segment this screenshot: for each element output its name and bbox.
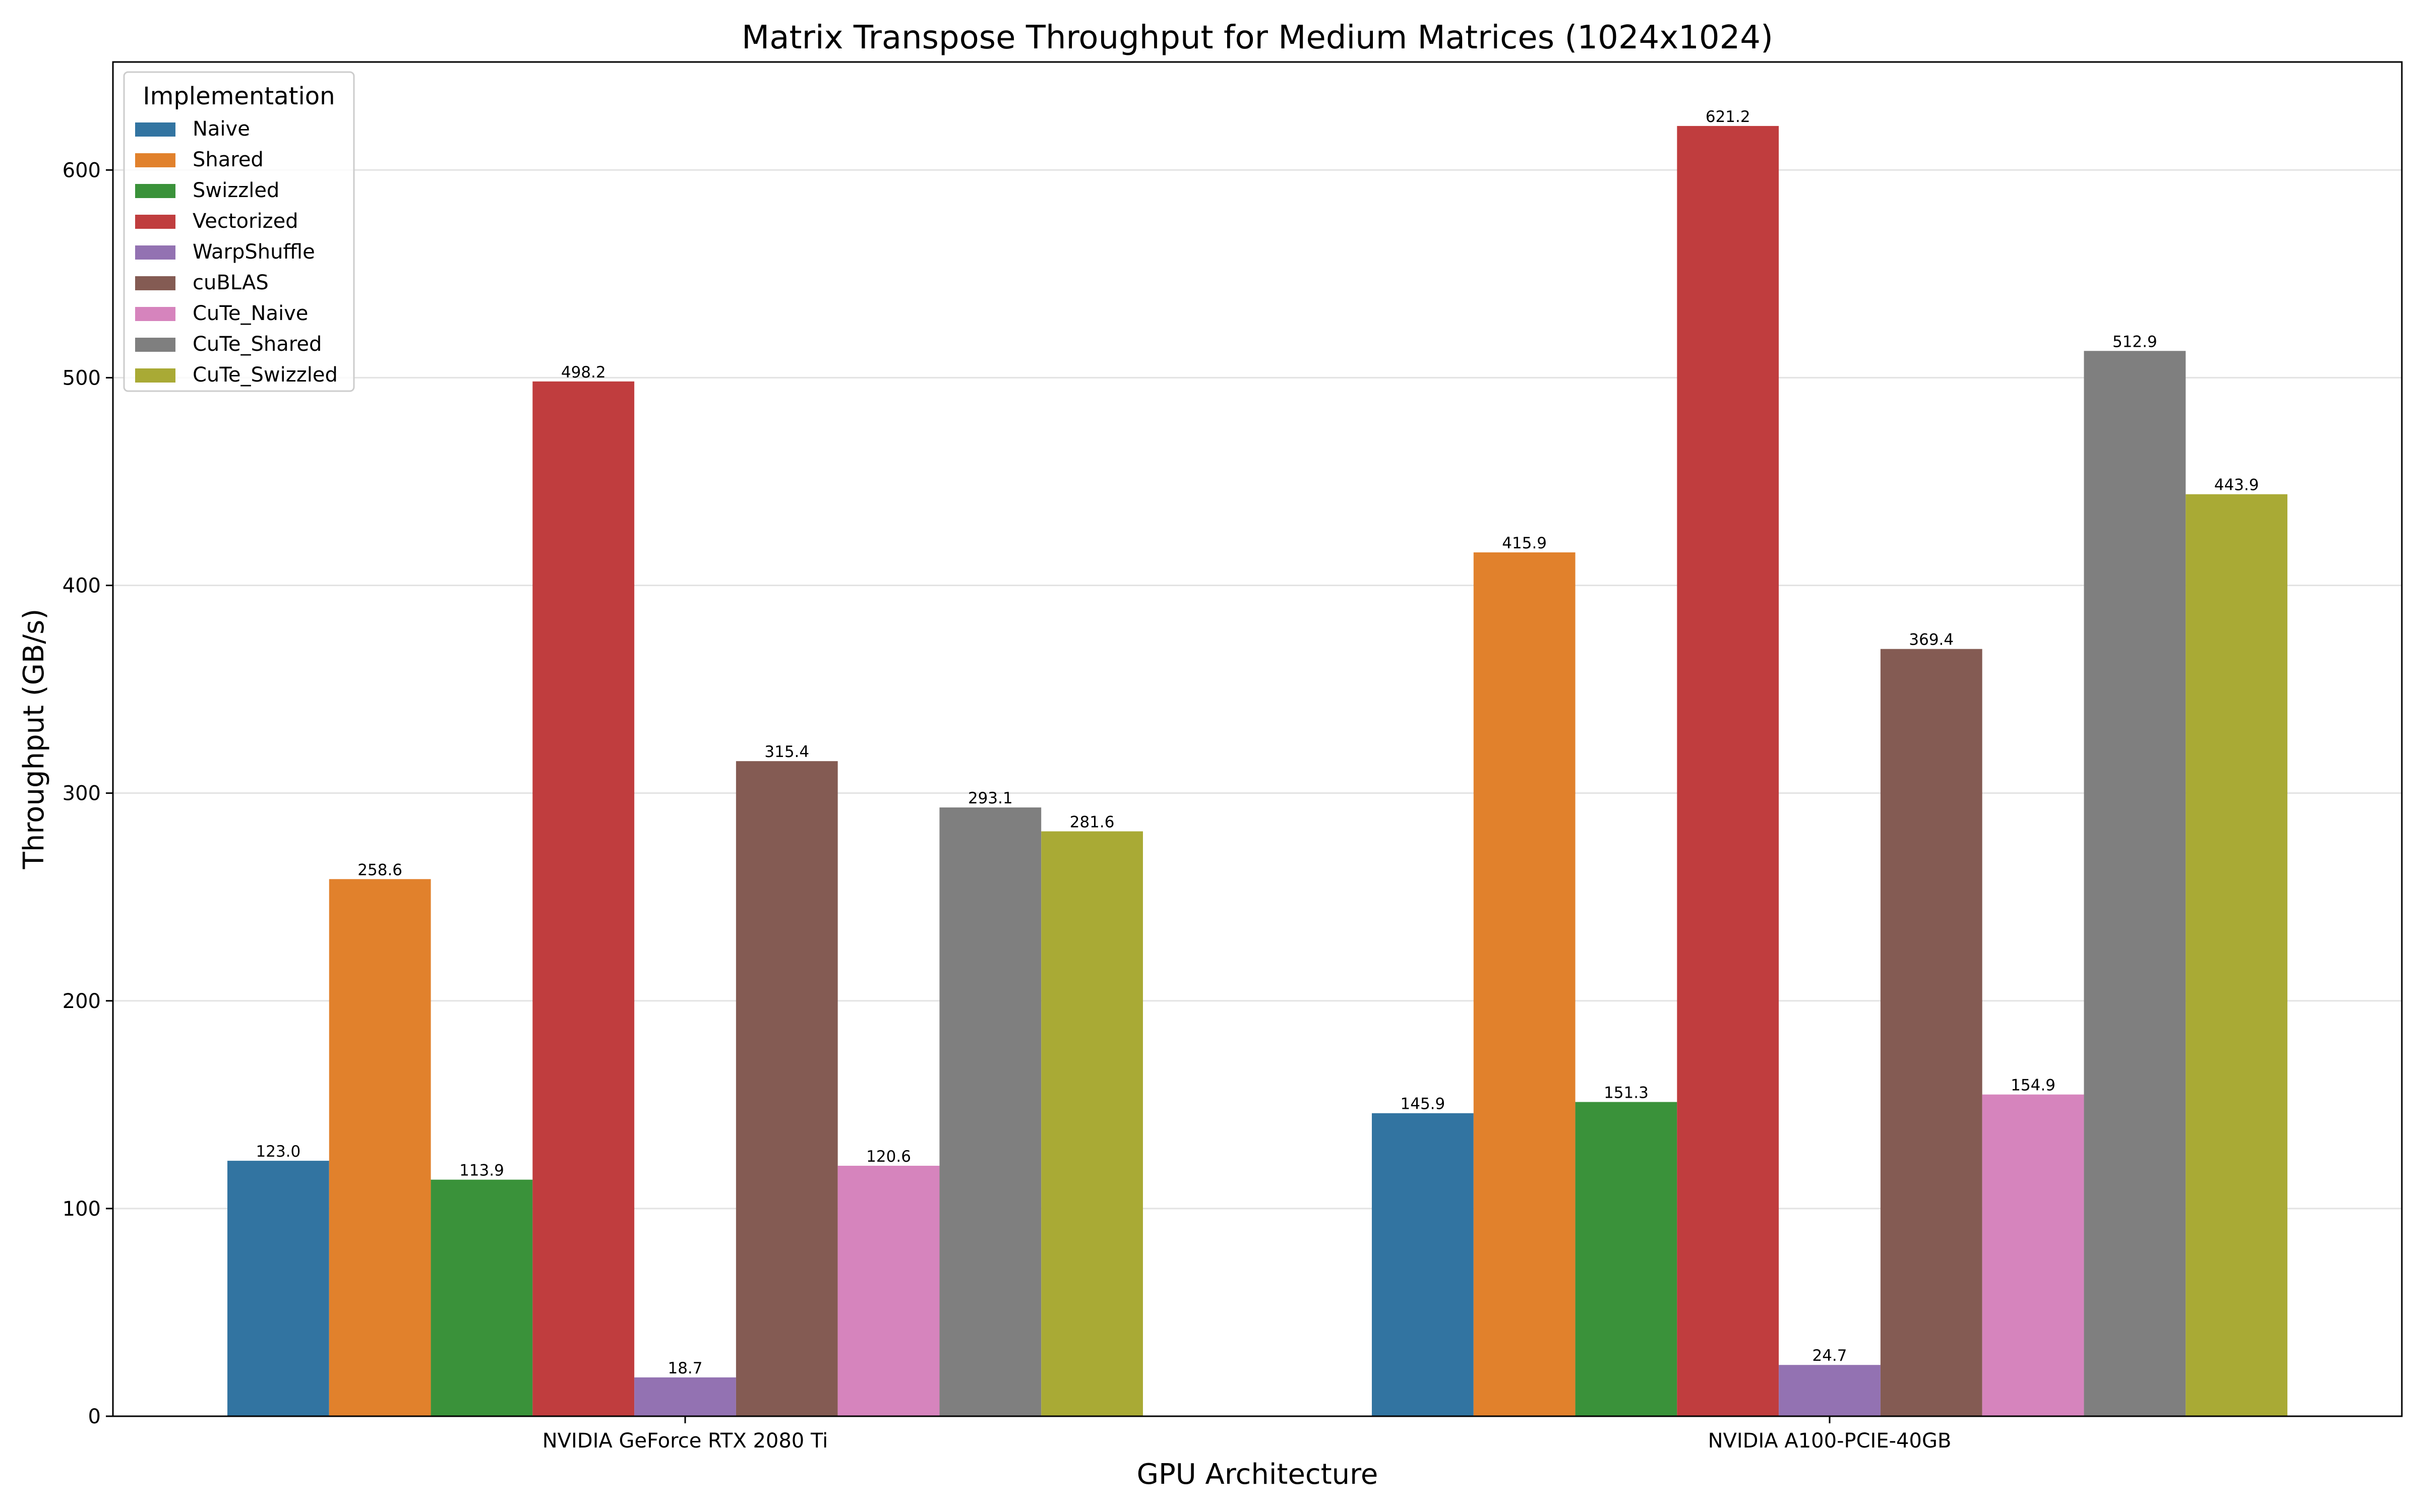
bar-cute_shared-0 <box>939 807 1042 1416</box>
y-tick-label-5: 500 <box>63 366 101 390</box>
legend-swatch-cute_swizzled <box>135 368 175 383</box>
data-label-cute_naive-1: 154.9 <box>2011 1077 2055 1095</box>
x-axis: NVIDIA GeForce RTX 2080 Ti NVIDIA A100-PC… <box>542 1416 1952 1453</box>
y-tick-label-2: 200 <box>63 990 101 1013</box>
bar-cublas-1 <box>1880 649 1982 1416</box>
bar-swizzled-1 <box>1575 1102 1677 1416</box>
plot-frame <box>112 61 2403 1417</box>
legend-label-cublas: cuBLAS <box>193 271 269 294</box>
y-tick-label-6: 600 <box>63 159 101 182</box>
legend: Implementation Naive Shared Swizzled Vectori… <box>123 71 355 392</box>
y-tick-label-0: 0 <box>88 1405 101 1428</box>
bar-shared-0 <box>329 879 431 1416</box>
grid-lines <box>113 169 2402 1210</box>
data-label-warpshuffle-1: 24.7 <box>1812 1347 1847 1365</box>
legend-box <box>123 71 355 392</box>
bar-shared-1 <box>1473 552 1576 1416</box>
legend-label-cute_shared: CuTe_Shared <box>193 333 322 356</box>
legend-swatch-swizzled <box>135 184 175 198</box>
bar-vectorized-0 <box>532 381 635 1417</box>
data-label-cute_swizzled-1: 443.9 <box>2214 476 2259 494</box>
data-label-shared-1: 415.9 <box>1502 534 1547 552</box>
data-labels: 123.0 145.9 258.6 415.9 113.9 151.3 498.2 621.2… <box>256 108 2259 1377</box>
data-label-cute_naive-0: 120.6 <box>866 1148 911 1166</box>
legend-label-shared: Shared <box>193 148 264 171</box>
bar-cute_naive-1 <box>1982 1094 2084 1416</box>
legend-swatch-naive <box>135 122 175 137</box>
legend-label-vectorized: Vectorized <box>193 210 298 233</box>
bar-cute_swizzled-0 <box>1041 831 1143 1416</box>
bar-vectorized-1 <box>1677 125 1779 1417</box>
legend-label-cute_naive: CuTe_Naive <box>193 302 308 325</box>
data-label-cublas-0: 315.4 <box>764 743 809 761</box>
y-tick-label-1: 100 <box>63 1198 101 1221</box>
y-tick-label-3: 300 <box>63 782 101 805</box>
legend-swatch-shared <box>135 153 175 167</box>
legend-swatch-cublas <box>135 276 175 290</box>
x-axis-label: GPU Architecture <box>1137 1458 1378 1491</box>
bar-warpshuffle-0 <box>634 1377 736 1416</box>
legend-label-naive: Naive <box>193 117 250 141</box>
legend-title: Implementation <box>143 82 335 110</box>
y-tick-label-4: 400 <box>63 575 101 598</box>
data-label-cute_shared-0: 293.1 <box>968 789 1013 807</box>
bar-cute_naive-0 <box>837 1165 940 1416</box>
chart-title: Matrix Transpose Throughput for Medium M… <box>742 19 1773 56</box>
bar-naive-1 <box>1372 1113 1474 1416</box>
data-label-vectorized-0: 498.2 <box>561 363 606 382</box>
bar-warpshuffle-1 <box>1779 1365 1881 1416</box>
bar-cute_swizzled-1 <box>2186 494 2287 1417</box>
data-label-cute_shared-1: 512.9 <box>2112 333 2157 351</box>
x-tick-label-0: NVIDIA GeForce RTX 2080 Ti <box>542 1429 828 1453</box>
data-label-swizzled-1: 151.3 <box>1604 1084 1649 1102</box>
data-label-naive-0: 123.0 <box>256 1143 301 1161</box>
y-axis-label: Throughput (GB/s) <box>18 609 50 870</box>
data-label-cublas-1: 369.4 <box>1909 631 1954 649</box>
data-label-shared-0: 258.6 <box>357 861 402 879</box>
legend-label-cute_swizzled: CuTe_Swizzled <box>193 363 338 387</box>
y-axis: 0 100 200 300 400 500 600 <box>63 159 113 1428</box>
bar-swizzled-0 <box>431 1179 533 1416</box>
legend-label-swizzled: Swizzled <box>193 179 279 202</box>
data-label-warpshuffle-0: 18.7 <box>668 1359 702 1377</box>
bar-naive-0 <box>227 1161 329 1416</box>
legend-swatch-cute_shared <box>135 338 175 352</box>
data-label-swizzled-0: 113.9 <box>459 1162 504 1180</box>
legend-swatch-vectorized <box>135 215 175 229</box>
legend-swatch-cute_naive <box>135 307 175 321</box>
bars <box>227 125 2287 1417</box>
data-label-vectorized-1: 621.2 <box>1706 108 1750 126</box>
legend-label-warpshuffle: WarpShuffle <box>193 240 315 264</box>
bar-cublas-0 <box>736 761 838 1416</box>
data-label-naive-1: 145.9 <box>1401 1095 1445 1113</box>
legend-swatch-warpshuffle <box>135 245 175 260</box>
data-label-cute_swizzled-0: 281.6 <box>1070 813 1115 831</box>
bar-cute_shared-1 <box>2084 351 2186 1416</box>
x-tick-label-1: NVIDIA A100-PCIE-40GB <box>1708 1429 1952 1453</box>
